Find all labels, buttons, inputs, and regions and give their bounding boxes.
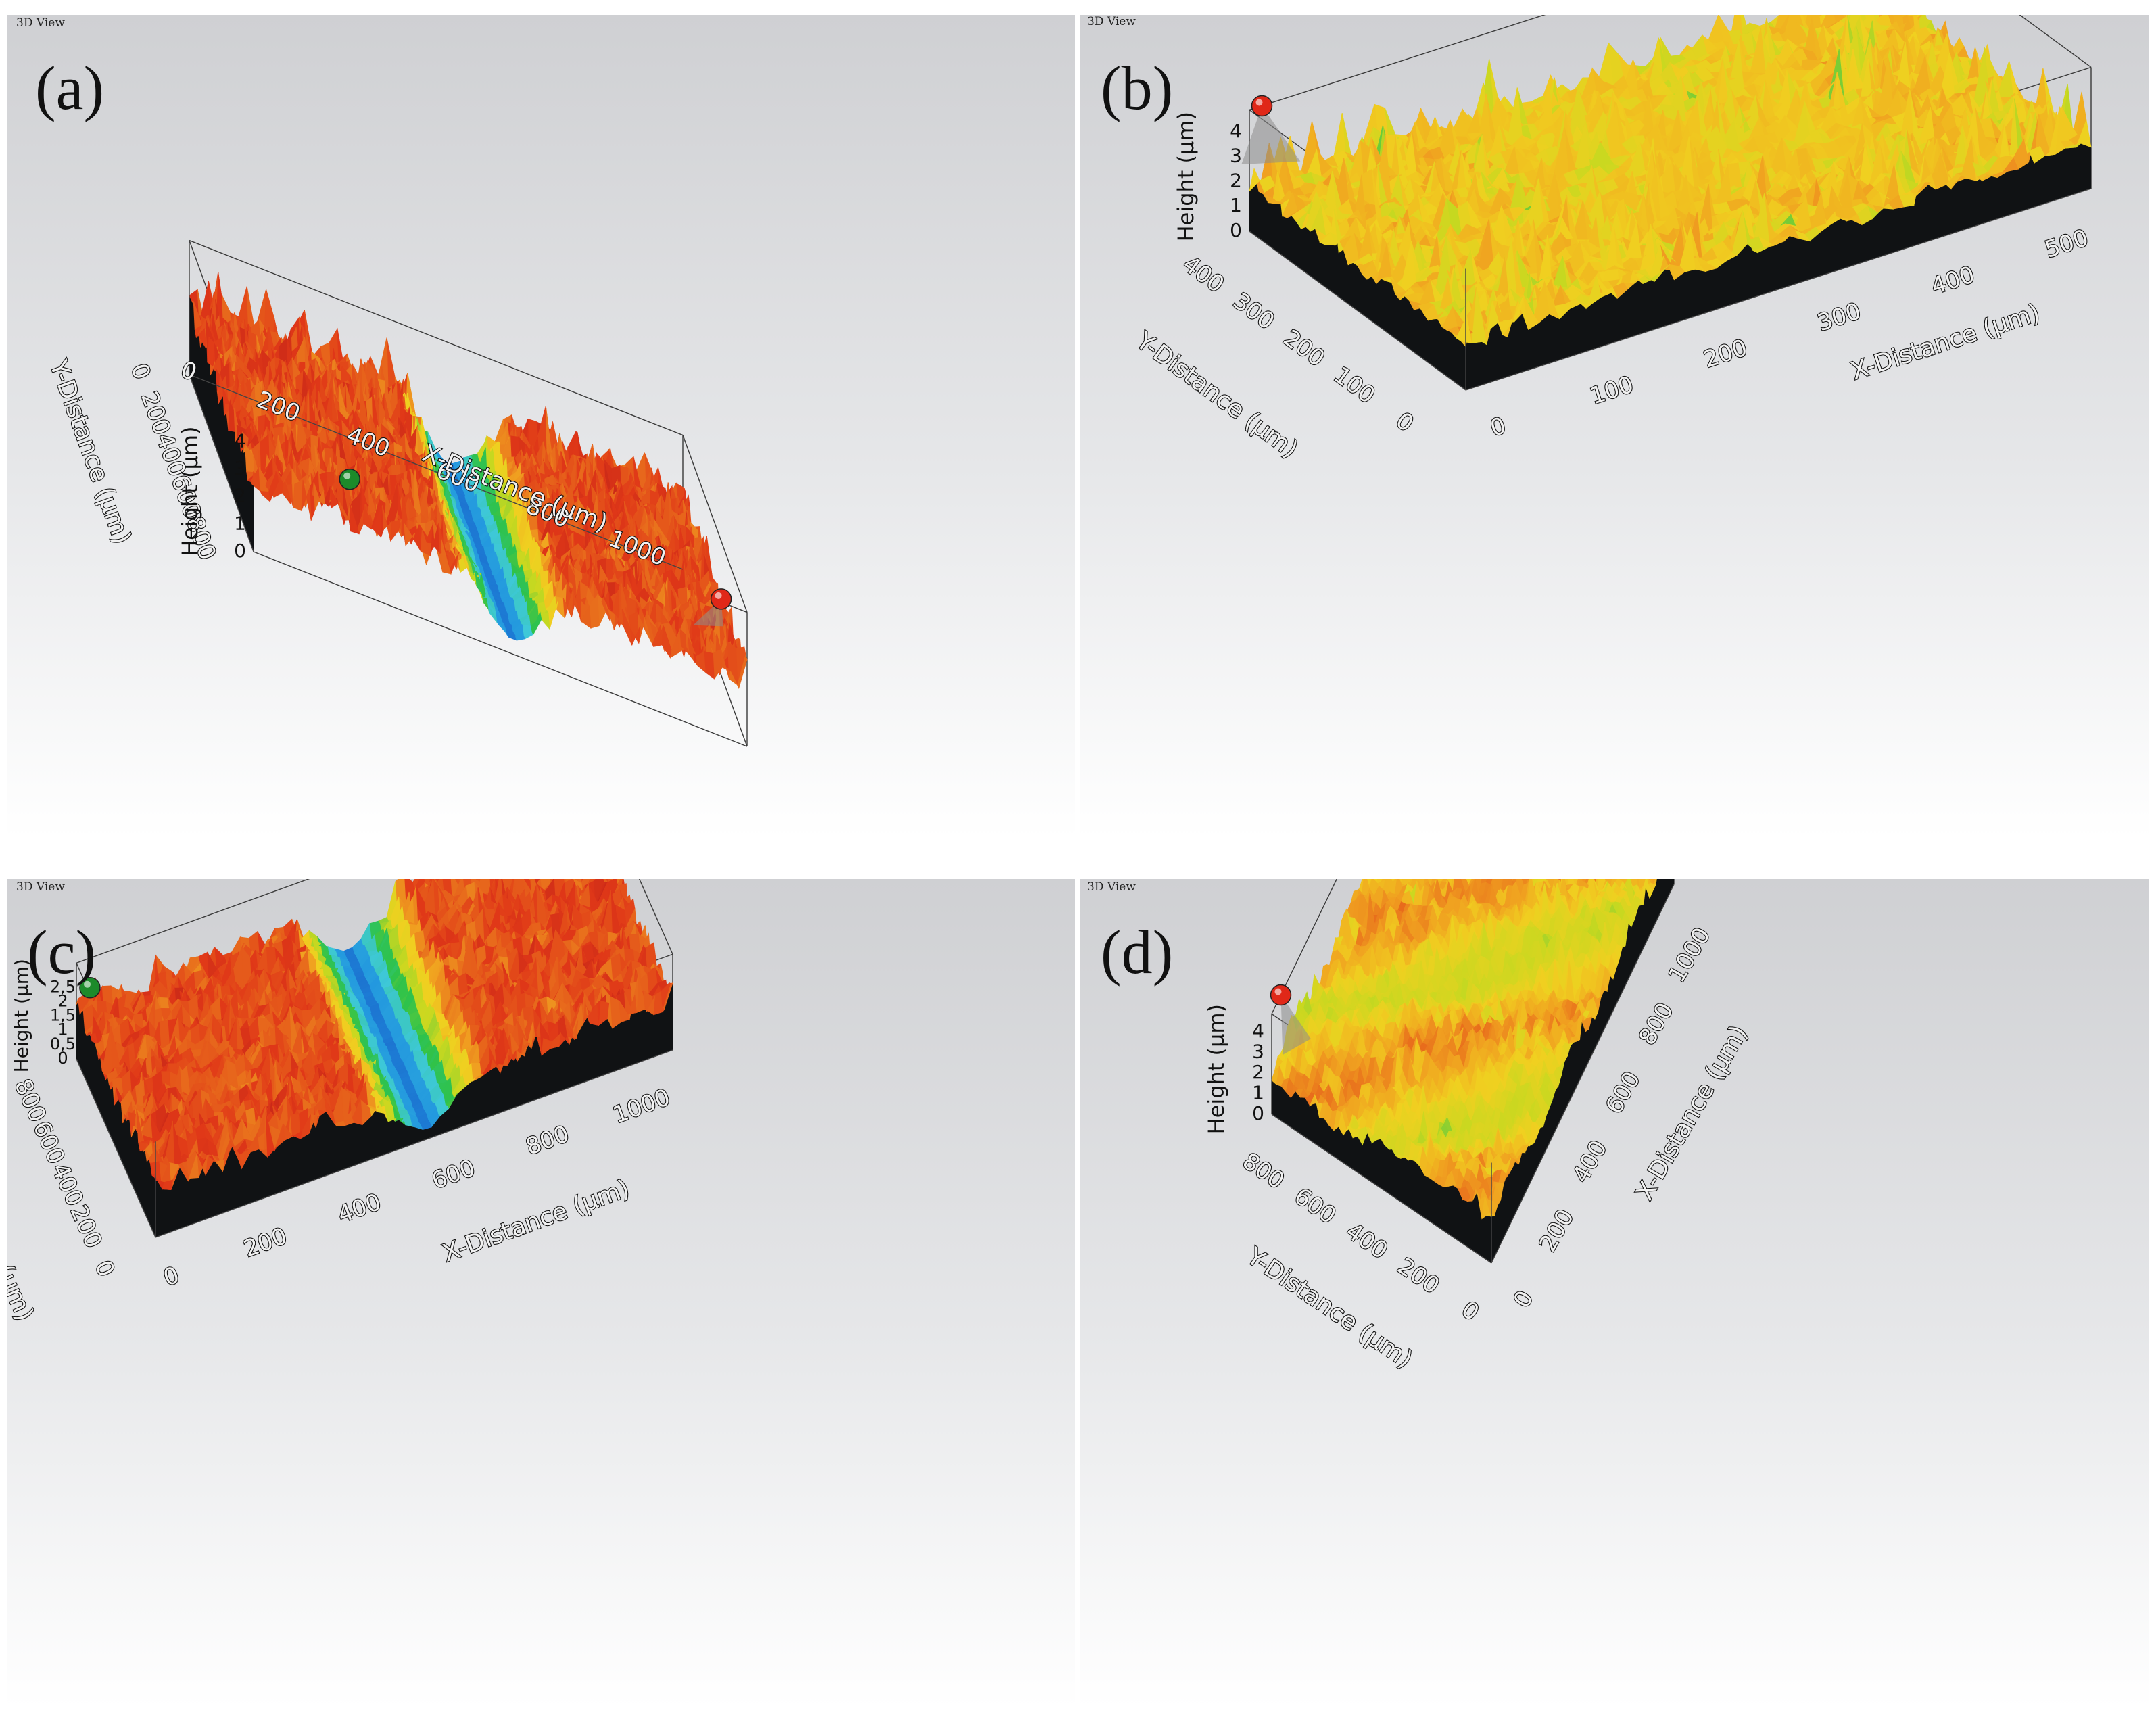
z-tick-label: 3 (1230, 145, 1242, 167)
z-tick-label: 2 (57, 991, 68, 1010)
z-tick-label: 0 (57, 1049, 68, 1068)
z-tick-label: 4 (1230, 120, 1242, 142)
panel-b: 0 100 200 300 400 500 0 100 200 300 400 0 1 2 3 4 Height… (1080, 15, 2149, 838)
bounding-box-front (76, 1049, 673, 1238)
marker-shadow (1241, 105, 1301, 164)
panel-letter-c: (c) (27, 918, 97, 987)
bounding-box-front (189, 240, 684, 570)
surface-side-walls (1249, 106, 2091, 390)
view-label-c: 3D View (16, 880, 65, 894)
z-tick-label: 2,5 (50, 977, 76, 996)
surface-mesh (1271, 879, 1662, 1220)
panel-d: 0 200 400 600 800 1000 0 200 400 600 800 0 1 2 3 4 Heigh… (1080, 879, 2149, 1707)
panel-letter-a: (a) (35, 53, 105, 122)
view-label-a: 3D View (16, 16, 65, 30)
z-tick-label: 4 (234, 429, 246, 452)
green-marker-icon (339, 469, 360, 490)
surface-mesh (189, 272, 748, 690)
panel-a: 0 200 400 600 800 1000 0 200 400 600 800 0 1 2 3 4 Heigh… (7, 15, 1075, 838)
z-axis-title: Height (µm) (10, 959, 32, 1072)
red-marker-icon (710, 588, 732, 610)
z-tick-label: 0 (1230, 219, 1242, 241)
plot-background (1080, 879, 2149, 1707)
surface-mesh (76, 879, 673, 1190)
surface-plot-c: 02004006008001000020040060080000,511,522… (7, 879, 1075, 1707)
panel-c: 0 200 400 600 800 1000 0 200 400 600 800 0 0,5 1 1,5 2 2… (7, 879, 1075, 1707)
z-axis-title: Height (µm) (177, 426, 203, 556)
z-tick-label: 2 (1252, 1061, 1264, 1083)
view-label-d: 3D View (1087, 880, 1136, 894)
panel-letter-b: (b) (1101, 53, 1174, 122)
z-axis-title: Height (µm) (1173, 112, 1199, 241)
z-tick-label: 1,5 (50, 1006, 76, 1025)
red-marker-icon (1270, 984, 1292, 1006)
z-tick-label: 4 (1252, 1020, 1264, 1042)
z-tick-label: 3 (1252, 1041, 1264, 1063)
bounding-box-front (1249, 188, 2092, 391)
z-tick-label: 2 (234, 485, 246, 507)
surface-mesh (1249, 15, 2092, 348)
surface-plot-b: 0100200300400500010020030040001234Height… (1080, 15, 2149, 838)
surface-plot-d: 02004006008001000020040060080001234Heigh… (1080, 879, 2149, 1707)
z-axis-title: Height (µm) (1203, 1004, 1229, 1134)
panel-letter-d: (d) (1101, 918, 1174, 987)
bounding-box-front (1271, 884, 1675, 1264)
view-label-b: 3D View (1087, 15, 1136, 28)
z-tick-label: 0 (234, 540, 246, 562)
z-tick-label: 1 (1252, 1082, 1264, 1104)
z-tick-label: 2 (1230, 169, 1242, 191)
z-tick-label: 1 (57, 1020, 68, 1039)
red-marker-icon (1251, 95, 1273, 117)
z-tick-label: 0 (1252, 1102, 1264, 1124)
surface-side-walls (1272, 879, 1674, 1263)
z-tick-label: 0,5 (50, 1035, 76, 1053)
z-tick-label: 3 (234, 457, 246, 479)
marker-shadow (1280, 995, 1311, 1055)
z-tick-label: 1 (1230, 194, 1242, 216)
z-tick-label: 1 (234, 512, 246, 534)
